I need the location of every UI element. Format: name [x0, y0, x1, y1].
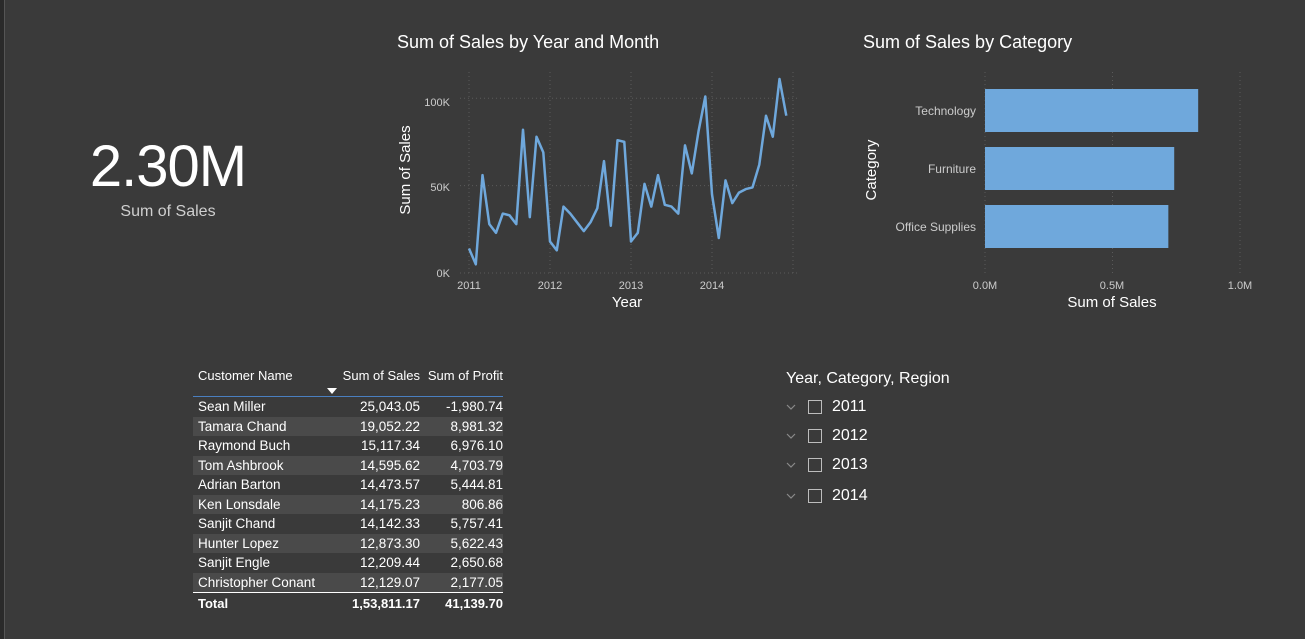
- bar-x-tick-1: 0.5M: [1100, 280, 1124, 292]
- cell-sum-of-sales: 12,129.07: [359, 574, 420, 590]
- bar-y-axis-label: Category: [863, 139, 880, 200]
- cell-customer-name: Sean Miller: [198, 399, 266, 415]
- line-x-axis-label: Year: [612, 294, 642, 311]
- slicer-title: Year, Category, Region: [786, 370, 950, 387]
- table-row[interactable]: Christopher Conant 12,129.07 2,177.05: [193, 572, 503, 592]
- total-label: Total: [198, 595, 229, 611]
- cell-sum-of-profit: -1,980.74: [445, 399, 503, 415]
- y-tick-50k: 50K: [430, 182, 450, 194]
- cell-sum-of-sales: 12,209.44: [359, 555, 420, 571]
- x-tick-2012: 2012: [538, 280, 562, 292]
- x-tick-2013: 2013: [619, 280, 643, 292]
- table-row[interactable]: Sean Miller 25,043.05 -1,980.74: [193, 397, 503, 417]
- slicer-item-label: 2013: [832, 456, 868, 473]
- total-profit: 41,139.70: [445, 595, 503, 611]
- kpi-label: Sum of Sales: [120, 203, 216, 220]
- cell-sum-of-sales: 14,595.62: [359, 457, 420, 473]
- cell-customer-name: Christopher Conant: [198, 574, 316, 590]
- cell-sum-of-sales: 14,175.23: [359, 496, 420, 512]
- total-sales: 1,53,811.17: [352, 595, 420, 611]
- table-row[interactable]: Adrian Barton 14,473.57 5,444.81: [193, 475, 503, 495]
- bar-technology[interactable]: [985, 89, 1199, 132]
- slicer-item-2014[interactable]: 2014: [786, 485, 868, 507]
- chevron-down-icon[interactable]: [786, 402, 796, 412]
- bar-x-axis-label: Sum of Sales: [1067, 294, 1156, 311]
- cell-sum-of-profit: 4,703.79: [450, 457, 503, 473]
- cell-customer-name: Tamara Chand: [198, 418, 287, 434]
- chevron-down-icon[interactable]: [786, 491, 796, 501]
- bar-x-tick-2: 1.0M: [1228, 280, 1252, 292]
- category-label: Furniture: [928, 162, 976, 176]
- table-row[interactable]: Sanjit Chand 14,142.33 5,757.41: [193, 514, 503, 534]
- cell-customer-name: Sanjit Chand: [198, 516, 276, 532]
- bar-furniture[interactable]: [985, 147, 1175, 190]
- table-row[interactable]: Sanjit Engle 12,209.44 2,650.68: [193, 553, 503, 573]
- chevron-down-icon[interactable]: [786, 431, 796, 441]
- sales-line-series[interactable]: [467, 77, 788, 266]
- x-tick-2014: 2014: [700, 280, 724, 292]
- cell-sum-of-sales: 14,473.57: [359, 477, 420, 493]
- slicer-item-2013[interactable]: 2013: [786, 454, 868, 476]
- y-tick-0k: 0K: [437, 268, 451, 280]
- bar-office-supplies[interactable]: [985, 205, 1169, 248]
- cell-customer-name: Hunter Lopez: [198, 535, 280, 551]
- bar-chart[interactable]: Category Technology Furniture Office Suppl…: [855, 60, 1275, 320]
- cell-sum-of-sales: 25,043.05: [359, 399, 420, 415]
- checkbox[interactable]: [808, 429, 822, 443]
- slicer-item-label: 2012: [832, 427, 868, 444]
- bar-chart-title: Sum of Sales by Category: [863, 32, 1073, 52]
- cell-customer-name: Raymond Buch: [198, 438, 291, 454]
- slicer-item-2011[interactable]: 2011: [786, 396, 866, 418]
- cell-sum-of-profit: 2,650.68: [450, 555, 503, 571]
- slicer-item-label: 2014: [832, 487, 868, 504]
- category-label: Office Supplies: [896, 220, 977, 234]
- cell-sum-of-sales: 12,873.30: [359, 535, 420, 551]
- cell-customer-name: Tom Ashbrook: [198, 457, 284, 473]
- header-sum-of-sales[interactable]: Sum of Sales: [342, 368, 420, 383]
- category-label: Technology: [915, 104, 976, 118]
- table-row[interactable]: Hunter Lopez 12,873.30 5,622.43: [193, 533, 503, 553]
- cell-sum-of-profit: 6,976.10: [450, 438, 503, 454]
- table-header: Customer Name Sum of Sales Sum of Profit: [193, 368, 503, 394]
- table-total-row: Total 1,53,811.17 41,139.70: [193, 592, 503, 613]
- checkbox[interactable]: [808, 489, 822, 503]
- kpi-value: 2.30M: [89, 134, 247, 199]
- line-y-axis-label: Sum of Sales: [397, 125, 414, 214]
- slicer-item-2012[interactable]: 2012: [786, 425, 868, 447]
- cell-sum-of-profit: 806.86: [461, 496, 503, 512]
- table-row[interactable]: Raymond Buch 15,117.34 6,976.10: [193, 436, 503, 456]
- sort-desc-icon[interactable]: [327, 388, 337, 394]
- cell-customer-name: Sanjit Engle: [198, 555, 271, 571]
- x-tick-2011: 2011: [457, 280, 481, 292]
- cell-sum-of-profit: 8,981.32: [450, 418, 503, 434]
- cell-sum-of-profit: 5,444.81: [450, 477, 503, 493]
- cell-sum-of-sales: 15,117.34: [360, 438, 420, 454]
- cell-customer-name: Adrian Barton: [198, 477, 281, 493]
- header-customer-name[interactable]: Customer Name: [198, 368, 293, 383]
- slicer-item-label: 2011: [832, 398, 867, 415]
- table-row[interactable]: Tamara Chand 19,052.22 8,981.32: [193, 416, 503, 436]
- customer-table: Customer Name Sum of Sales Sum of Profit…: [193, 368, 503, 613]
- cell-sum-of-profit: 5,757.41: [450, 516, 503, 532]
- left-edge: [0, 0, 4, 639]
- cell-sum-of-profit: 5,622.43: [450, 535, 503, 551]
- line-chart[interactable]: 100K 50K 0K 2011 2012 2013 2014 Year Sum…: [390, 60, 810, 330]
- header-sum-of-profit[interactable]: Sum of Profit: [427, 368, 503, 383]
- checkbox[interactable]: [808, 400, 822, 414]
- checkbox[interactable]: [808, 458, 822, 472]
- table-row[interactable]: Ken Lonsdale 14,175.23 806.86: [193, 494, 503, 514]
- cell-sum-of-sales: 14,142.33: [359, 516, 420, 532]
- left-edge-line: [4, 0, 5, 639]
- cell-sum-of-profit: 2,177.05: [450, 574, 503, 590]
- cell-customer-name: Ken Lonsdale: [198, 496, 281, 512]
- chevron-down-icon[interactable]: [786, 460, 796, 470]
- line-chart-title: Sum of Sales by Year and Month: [397, 32, 660, 52]
- y-tick-100k: 100K: [424, 97, 450, 109]
- table-divider: [193, 396, 503, 397]
- table-row[interactable]: Tom Ashbrook 14,595.62 4,703.79: [193, 455, 503, 475]
- cell-sum-of-sales: 19,052.22: [359, 418, 420, 434]
- bar-x-tick-0: 0.0M: [973, 280, 997, 292]
